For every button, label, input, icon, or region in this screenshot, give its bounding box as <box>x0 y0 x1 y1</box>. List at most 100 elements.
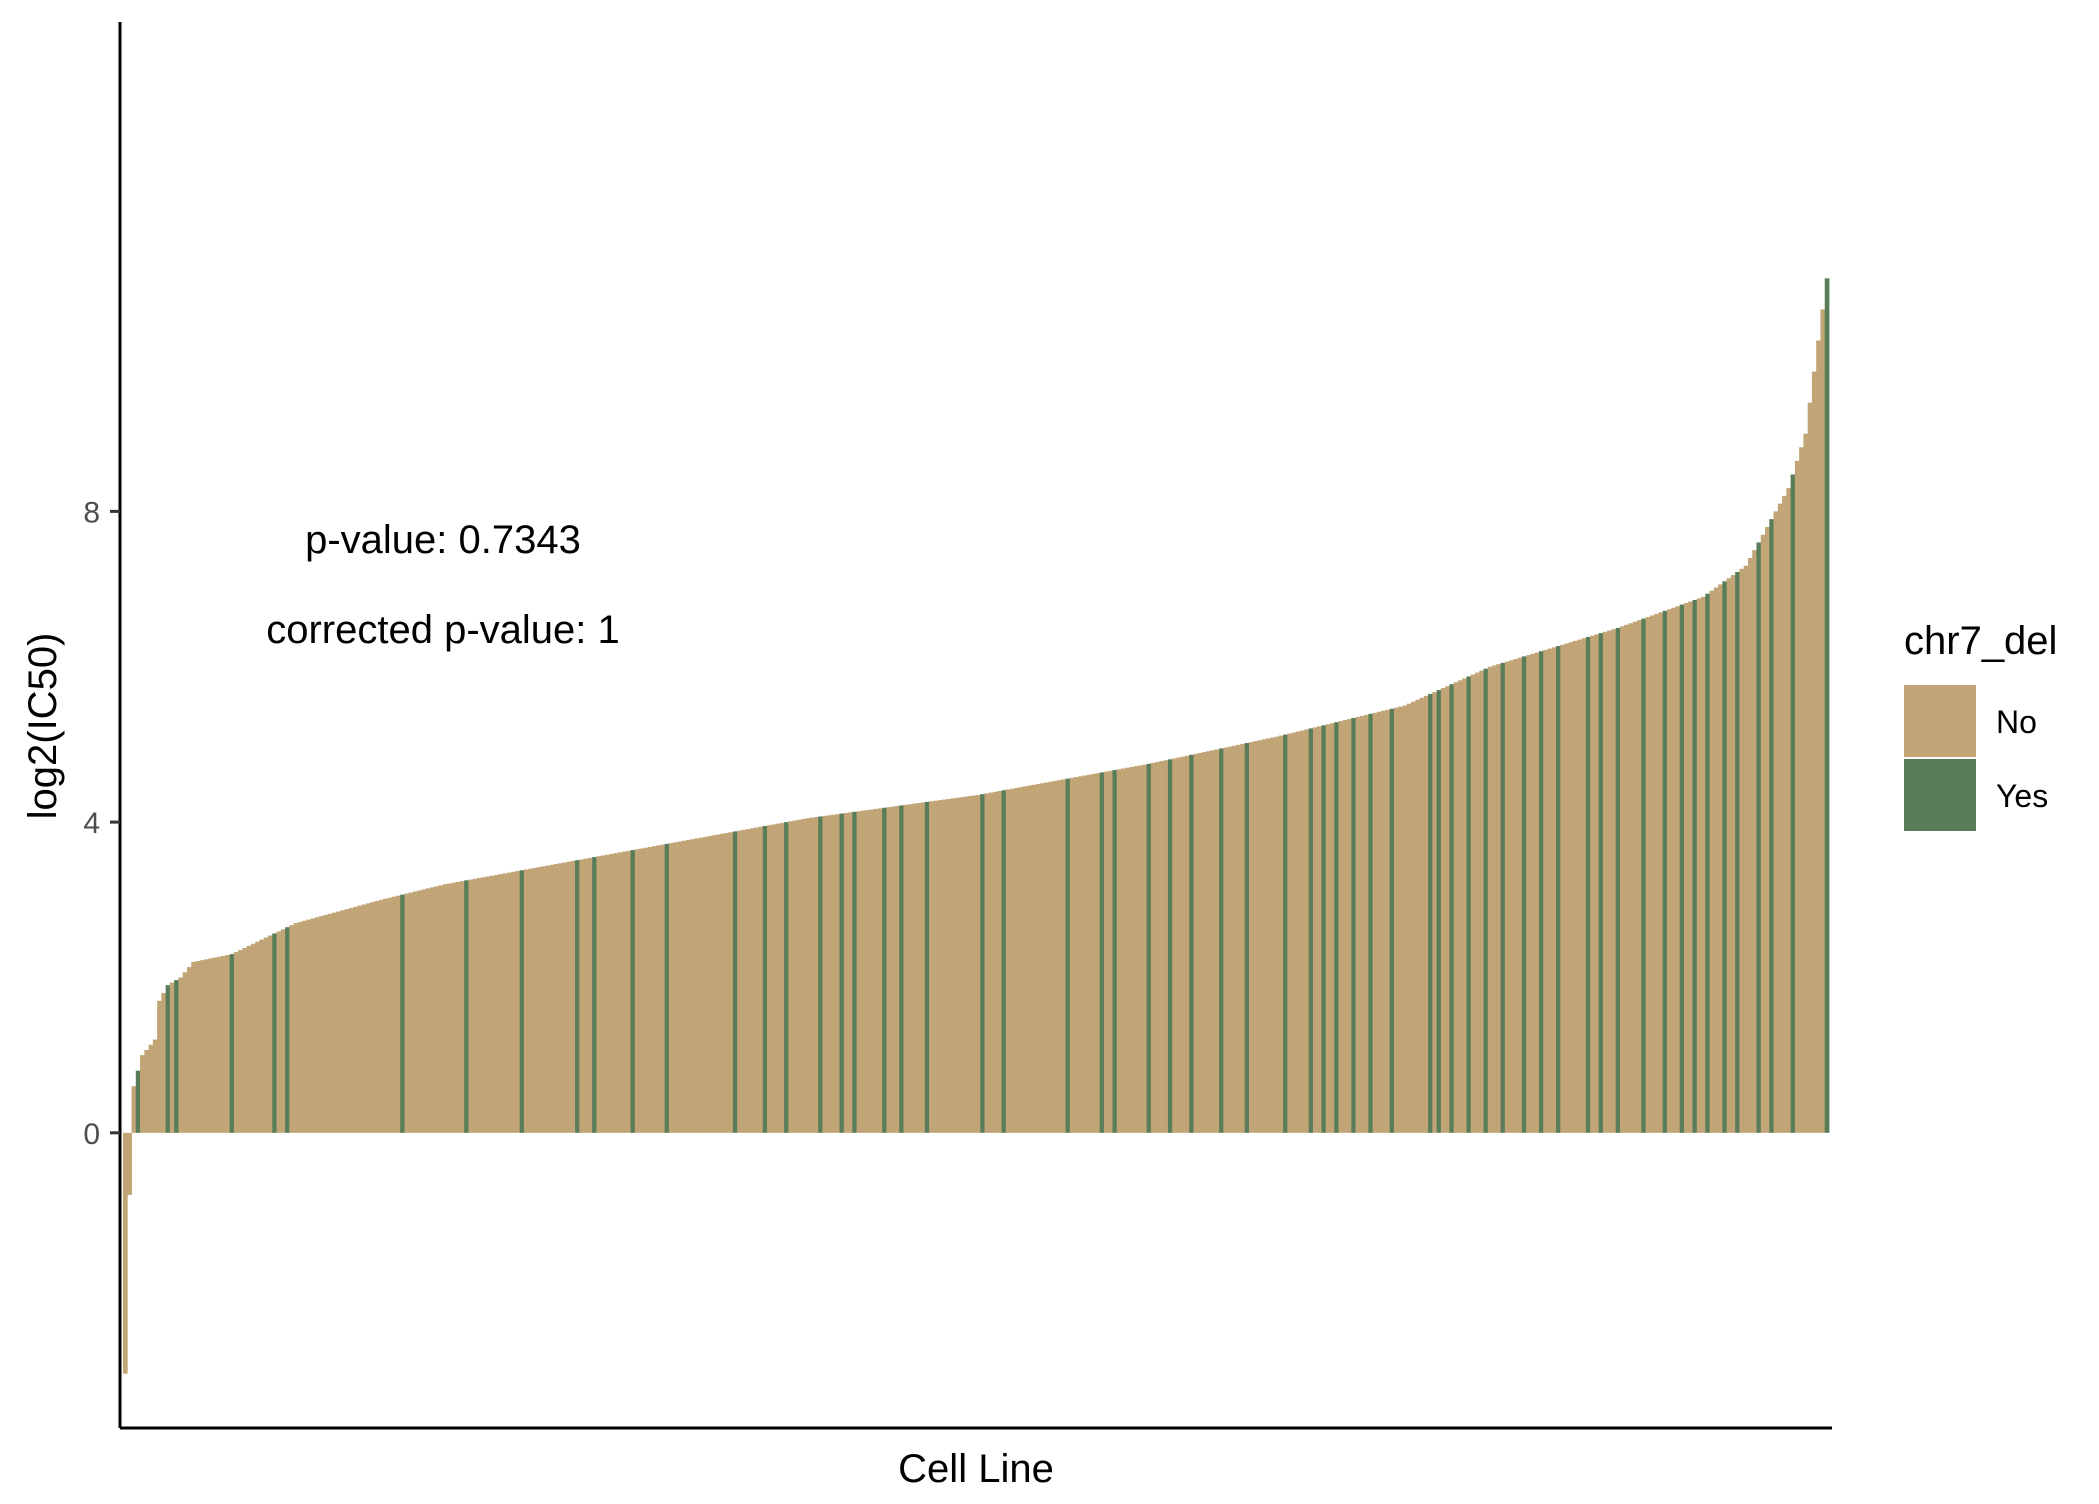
bar-no <box>1163 760 1169 1133</box>
bar-no <box>971 795 977 1133</box>
bar-no <box>421 889 427 1133</box>
bar-no <box>1329 723 1335 1133</box>
legend-label-yes: Yes <box>1996 778 2048 814</box>
bar-no <box>639 848 644 1133</box>
bar-no <box>1359 715 1365 1133</box>
bar-no <box>502 873 508 1133</box>
bar-no <box>127 1132 132 1195</box>
bar-no <box>545 865 550 1133</box>
bar-no <box>1317 726 1322 1133</box>
bar-no <box>668 843 674 1133</box>
bar-no <box>728 832 734 1133</box>
bar-no <box>208 958 213 1133</box>
bar-no <box>1760 534 1766 1133</box>
bar-no <box>1573 640 1578 1133</box>
bar-no <box>374 900 380 1133</box>
bar-yes <box>229 954 235 1133</box>
bar-no <box>310 918 316 1133</box>
bar-no <box>946 798 951 1133</box>
bar-no <box>1291 732 1297 1133</box>
bar-yes <box>762 825 768 1133</box>
bar-no <box>805 818 811 1133</box>
bar-no <box>1074 777 1079 1133</box>
bar-no <box>1022 786 1028 1133</box>
bar-no <box>451 882 457 1133</box>
bar-no <box>1496 664 1501 1133</box>
bar-no <box>617 852 623 1133</box>
bar-no <box>1786 488 1792 1133</box>
bar-yes <box>1722 581 1728 1133</box>
bar-no <box>438 885 444 1133</box>
bar-yes <box>285 927 290 1133</box>
bar-no <box>848 812 853 1133</box>
legend-title: chr7_del <box>1904 619 2057 663</box>
bar-no <box>997 791 1002 1133</box>
bar-no <box>920 802 926 1133</box>
bar-no <box>1479 670 1484 1133</box>
bar-yes <box>1321 725 1327 1133</box>
bar-no <box>1300 730 1305 1133</box>
bar-no <box>622 851 627 1133</box>
bar-no <box>528 868 533 1133</box>
bar-no <box>894 805 900 1133</box>
bar-no <box>941 799 947 1133</box>
bar-no <box>532 867 538 1133</box>
bar-no <box>1005 789 1011 1133</box>
bar-no <box>413 891 418 1133</box>
bar-no <box>1628 623 1634 1133</box>
bar-yes <box>1692 599 1698 1133</box>
bar-no <box>685 839 691 1133</box>
bar-no <box>1530 653 1536 1133</box>
bar-yes <box>1641 618 1647 1133</box>
bar-no <box>336 911 341 1133</box>
bar-no <box>1713 587 1719 1133</box>
bar-yes <box>400 894 405 1133</box>
bar-no <box>553 864 559 1133</box>
bar-no <box>1649 615 1655 1133</box>
bar-yes <box>818 816 823 1133</box>
bar-yes <box>732 831 738 1133</box>
bar-no <box>1504 661 1510 1133</box>
bar-no <box>383 898 388 1133</box>
bar-no <box>1551 647 1557 1133</box>
bar-no <box>408 892 414 1133</box>
bar-no <box>1048 781 1054 1133</box>
bar-no <box>1688 601 1693 1133</box>
bar-no <box>1312 727 1318 1133</box>
bar-no <box>1150 762 1156 1133</box>
bar-yes <box>1662 610 1668 1133</box>
bar-no <box>1423 695 1429 1133</box>
bar-yes <box>1500 662 1506 1133</box>
bar-yes <box>1146 763 1152 1133</box>
bar-no <box>1607 630 1612 1133</box>
bar-no <box>647 846 653 1133</box>
bar-no <box>830 814 836 1133</box>
bar-no <box>1274 736 1280 1133</box>
bar-yes <box>174 980 179 1133</box>
bar-no <box>741 829 747 1133</box>
bar-no <box>289 925 294 1133</box>
bar-no <box>724 832 730 1133</box>
bar-no <box>1701 596 1706 1133</box>
bar-no <box>856 811 862 1133</box>
bar-yes <box>664 843 670 1133</box>
bar-no <box>216 956 222 1133</box>
bar-yes <box>1099 772 1105 1133</box>
bar-yes <box>1112 770 1118 1133</box>
bar-no <box>801 818 806 1133</box>
bars-layer <box>123 278 1830 1374</box>
bar-no <box>1121 768 1126 1133</box>
bar-no <box>1027 785 1032 1133</box>
bar-no <box>1730 575 1736 1133</box>
bar-no <box>1086 774 1092 1133</box>
bar-no <box>1645 617 1651 1133</box>
bar-no <box>877 808 883 1133</box>
bar-no <box>1385 709 1391 1133</box>
bar-no <box>1453 682 1459 1133</box>
bar-no <box>677 841 683 1133</box>
bar-no <box>1052 780 1058 1133</box>
bar-no <box>1487 666 1493 1133</box>
bar-no <box>1125 767 1130 1133</box>
bar-no <box>1658 612 1664 1133</box>
